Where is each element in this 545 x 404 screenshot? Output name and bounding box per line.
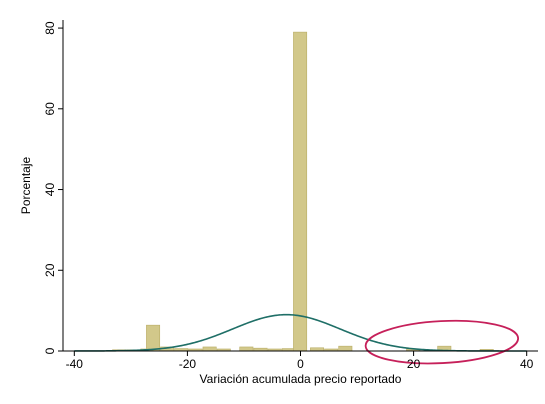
x-tick-label: 0 xyxy=(297,357,304,371)
y-tick-label: 0 xyxy=(43,347,57,354)
histogram-bar xyxy=(146,324,161,352)
y-tick-label: 60 xyxy=(43,102,57,116)
y-tick-label: 20 xyxy=(43,263,57,277)
histogram-bar xyxy=(293,31,308,352)
x-tick-label: -20 xyxy=(179,357,197,371)
x-tick-label: -40 xyxy=(66,357,84,371)
y-tick-label: 80 xyxy=(43,21,57,35)
histogram-bar xyxy=(239,346,254,352)
x-tick-label: 40 xyxy=(520,357,534,371)
plot-area xyxy=(74,31,527,365)
y-tick-label: 40 xyxy=(43,183,57,197)
x-tick-label: 20 xyxy=(407,357,421,371)
highlight-ellipse xyxy=(364,319,520,365)
y-axis-ticks: 0 20 40 60 80 xyxy=(43,21,63,354)
histogram-bar xyxy=(202,346,217,352)
y-axis-title: Porcentaje xyxy=(19,156,33,214)
histogram-bar xyxy=(338,345,353,352)
x-axis-ticks: -40 -20 0 20 40 xyxy=(66,351,534,371)
x-axis-title: Variación acumulada precio reportado xyxy=(200,372,402,386)
